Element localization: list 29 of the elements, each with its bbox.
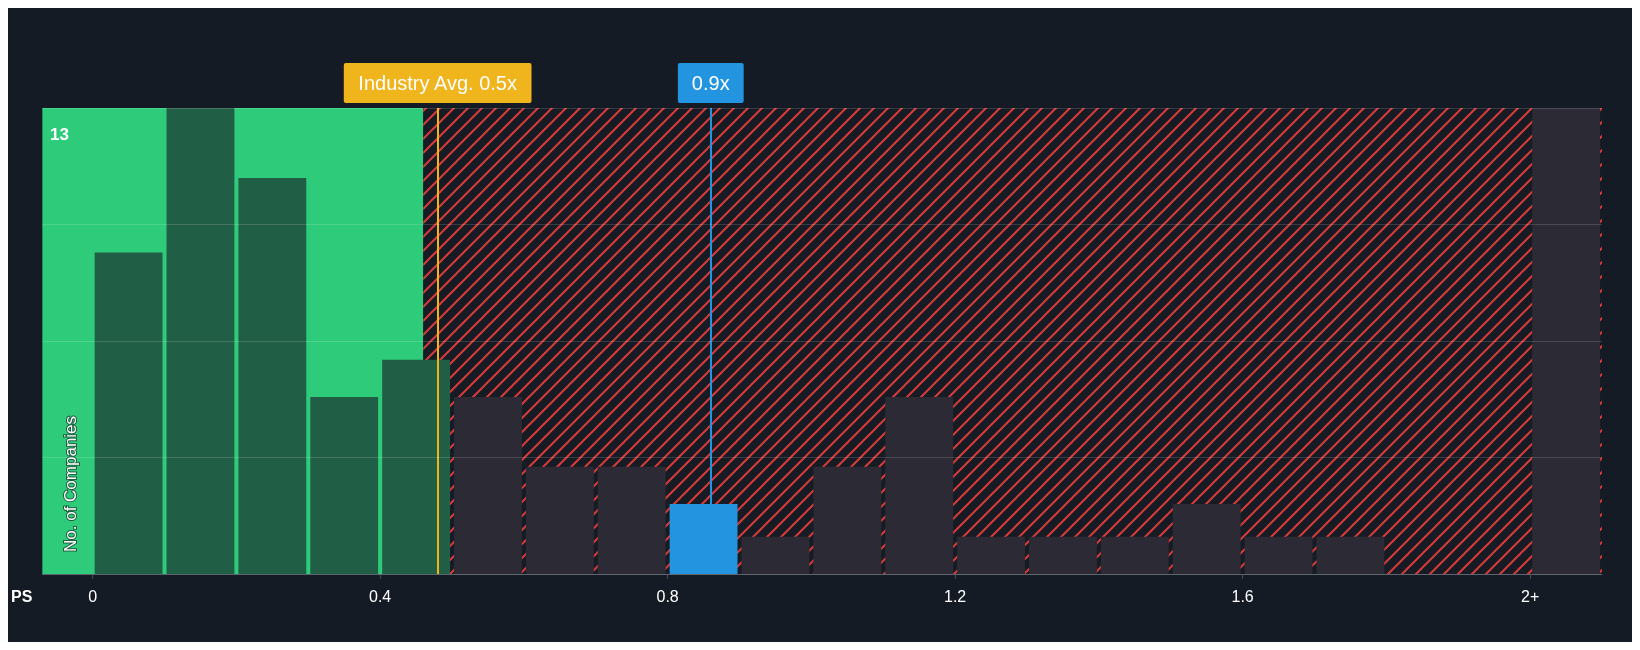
x-tick-label: 0.8 bbox=[656, 587, 679, 605]
bar bbox=[1100, 536, 1169, 574]
bar bbox=[166, 108, 235, 574]
x-tick-label: 0 bbox=[88, 587, 98, 605]
bar bbox=[597, 466, 666, 574]
ref-line-label: Industry Avg. 0.5x bbox=[358, 72, 517, 94]
bar bbox=[957, 536, 1026, 574]
bar bbox=[1532, 108, 1600, 574]
bar bbox=[382, 359, 451, 574]
x-axis-title: PS bbox=[11, 587, 33, 605]
bar bbox=[1244, 536, 1313, 574]
x-tick-label: 2+ bbox=[1521, 587, 1540, 605]
bar bbox=[1029, 536, 1097, 574]
bar bbox=[885, 396, 954, 574]
y-axis-title: No. of Companies bbox=[60, 415, 80, 552]
bar bbox=[238, 177, 307, 574]
bar bbox=[310, 396, 379, 574]
annotation: 13 bbox=[50, 125, 69, 144]
x-tick-label: 1.6 bbox=[1231, 587, 1254, 605]
x-tick-label: 0.4 bbox=[369, 587, 392, 605]
bar bbox=[94, 252, 163, 574]
bar bbox=[741, 536, 810, 574]
bar bbox=[813, 466, 882, 574]
x-tick-label: 1.2 bbox=[944, 587, 967, 605]
bar bbox=[1172, 504, 1241, 574]
ref-line-label: 0.9x bbox=[691, 72, 730, 94]
bar bbox=[525, 466, 594, 574]
bar bbox=[454, 396, 522, 574]
bar bbox=[1316, 536, 1385, 574]
